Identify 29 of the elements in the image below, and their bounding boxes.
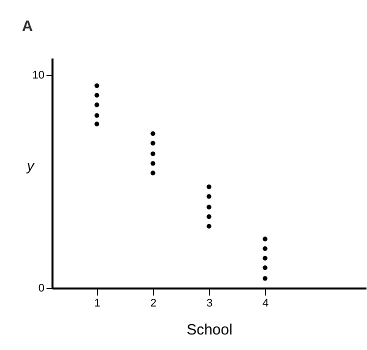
y-tick-label: 10 bbox=[32, 70, 44, 82]
point bbox=[262, 246, 268, 251]
x-tick-label: 2 bbox=[150, 298, 156, 310]
point bbox=[94, 113, 100, 118]
point bbox=[206, 194, 212, 199]
point bbox=[206, 224, 212, 229]
chart-title: A bbox=[22, 18, 33, 35]
point bbox=[262, 236, 268, 242]
point bbox=[150, 140, 156, 146]
point bbox=[150, 131, 156, 136]
point bbox=[150, 170, 156, 176]
x-tick-label: 3 bbox=[206, 298, 213, 310]
point bbox=[262, 276, 268, 281]
point bbox=[94, 102, 100, 108]
x-tick-label: 4 bbox=[262, 298, 269, 310]
point bbox=[206, 204, 212, 210]
point bbox=[262, 256, 268, 261]
point bbox=[206, 184, 212, 190]
point bbox=[94, 92, 100, 98]
y-axis-title: y bbox=[26, 158, 35, 174]
x-axis-title: School bbox=[186, 322, 232, 338]
point bbox=[150, 151, 156, 156]
point bbox=[94, 83, 100, 88]
point bbox=[262, 265, 268, 270]
point bbox=[94, 122, 100, 126]
point bbox=[150, 161, 156, 166]
x-tick-label: 1 bbox=[94, 298, 100, 310]
y-tick-label: 0 bbox=[38, 282, 44, 294]
point bbox=[206, 214, 212, 219]
